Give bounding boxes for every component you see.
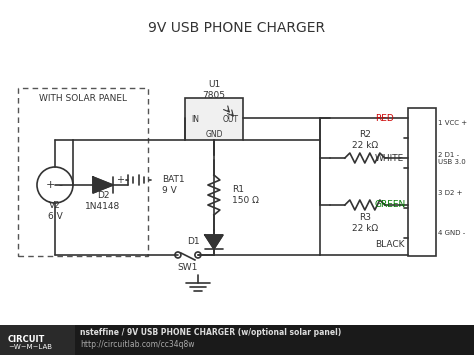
Bar (185, 98, 243, 140)
Text: +: + (46, 180, 55, 190)
Bar (0, 325, 474, 355)
Text: V2
6 V: V2 6 V (47, 201, 63, 221)
Text: 2 D1 -
USB 3.0: 2 D1 - USB 3.0 (438, 152, 465, 164)
Text: GREEN: GREEN (375, 201, 406, 209)
Text: R1
150 Ω: R1 150 Ω (232, 185, 259, 205)
Text: -: - (58, 180, 62, 190)
Text: R3
22 kΩ: R3 22 kΩ (352, 213, 378, 233)
Text: nsteffine / 9V USB PHONE CHARGER (w/optional solar panel): nsteffine / 9V USB PHONE CHARGER (w/opti… (80, 328, 341, 338)
Text: IN: IN (191, 115, 199, 124)
Text: 3 D2 +: 3 D2 + (438, 190, 462, 196)
Text: CIRCUIT: CIRCUIT (8, 335, 46, 344)
Text: R2
22 kΩ: R2 22 kΩ (352, 130, 378, 150)
Bar (18, 88, 148, 256)
Text: +: + (116, 175, 124, 185)
Text: WITH SOLAR PANEL: WITH SOLAR PANEL (39, 93, 127, 103)
Text: 1 VCC +: 1 VCC + (438, 120, 467, 126)
Text: 9V USB PHONE CHARGER: 9V USB PHONE CHARGER (148, 21, 326, 35)
Text: ~W~M~LAB: ~W~M~LAB (8, 344, 52, 350)
Text: BLACK: BLACK (375, 240, 404, 250)
Text: WHITE: WHITE (375, 153, 404, 163)
Text: U1
7805: U1 7805 (202, 80, 226, 100)
Bar (408, 108, 436, 256)
Text: BAT1
9 V: BAT1 9 V (162, 175, 184, 195)
Bar (0, 325, 75, 355)
Text: GND: GND (205, 130, 223, 138)
Text: http://circuitlab.com/cc34q8w: http://circuitlab.com/cc34q8w (80, 340, 194, 349)
Polygon shape (93, 177, 113, 193)
Text: RED: RED (375, 114, 393, 122)
Text: OUT: OUT (223, 115, 239, 124)
Text: D2
1N4148: D2 1N4148 (85, 191, 120, 211)
Polygon shape (205, 235, 223, 249)
Text: D1: D1 (187, 237, 200, 246)
Text: SW1: SW1 (178, 263, 198, 272)
Text: 4 GND -: 4 GND - (438, 230, 465, 236)
